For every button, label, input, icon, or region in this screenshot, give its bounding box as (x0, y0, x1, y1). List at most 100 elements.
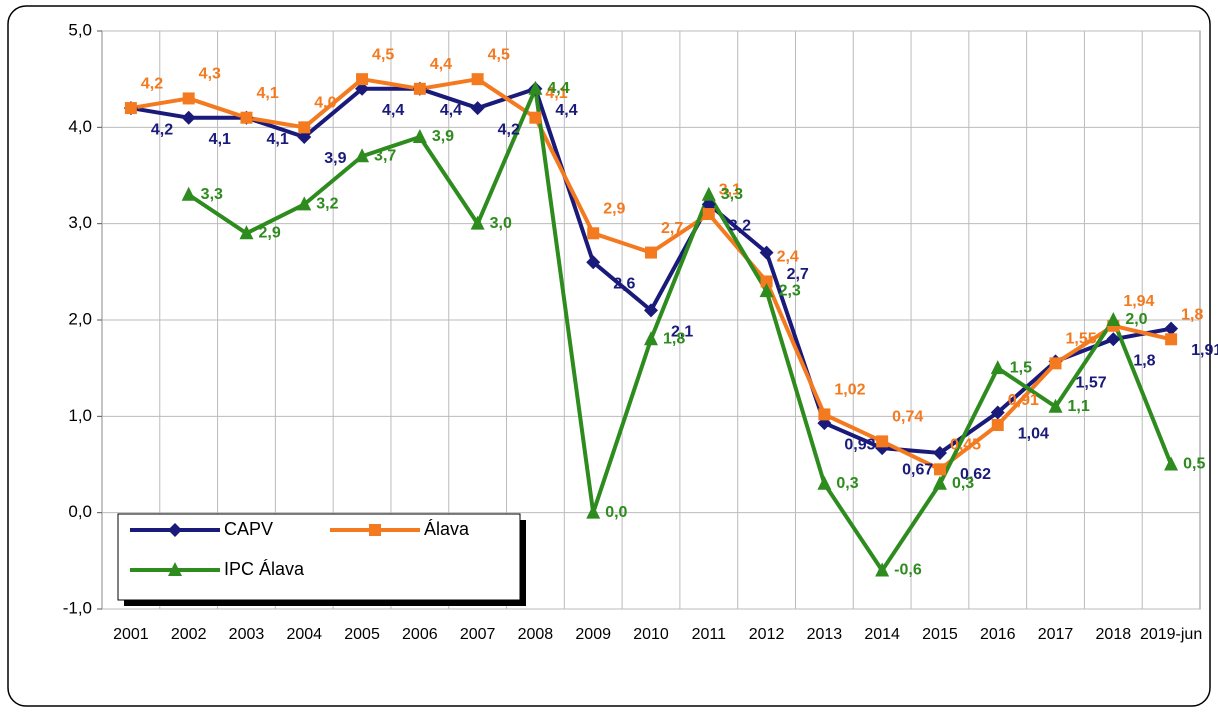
y-tick-label: 2,0 (68, 309, 92, 328)
data-label: 0,91 (1008, 392, 1039, 409)
data-label: 0,5 (1183, 456, 1205, 473)
data-label: 4,1 (266, 131, 288, 148)
marker (168, 562, 182, 576)
marker (182, 92, 195, 105)
data-label: 1,5 (1010, 359, 1032, 376)
x-tick-label: 2009 (575, 626, 611, 643)
marker (1049, 357, 1062, 370)
data-label: 4,0 (314, 95, 336, 112)
data-label: 4,1 (545, 85, 567, 102)
marker (587, 227, 600, 240)
data-label: 2,9 (603, 201, 625, 218)
marker (1164, 456, 1179, 471)
marker (875, 562, 890, 577)
x-tick-label: 2010 (633, 626, 669, 643)
x-tick-label: 2019-jun (1140, 626, 1202, 643)
marker (644, 303, 658, 318)
marker (586, 255, 601, 270)
data-label: 3,0 (490, 215, 512, 232)
x-tick-label: 2013 (807, 626, 843, 643)
x-tick-label: 2012 (749, 626, 785, 643)
marker (412, 128, 427, 143)
data-label: 0,45 (950, 437, 981, 454)
x-tick-label: 2004 (286, 626, 322, 643)
data-label: 3,3 (721, 186, 743, 203)
x-tick-label: 2011 (692, 626, 727, 643)
data-label: 4,4 (547, 80, 569, 97)
data-label: 4,3 (199, 66, 221, 83)
data-label: 4,4 (430, 56, 452, 73)
x-tick-label: 2007 (460, 626, 496, 643)
marker (297, 196, 312, 211)
data-label: 3,1 (719, 181, 741, 198)
marker (181, 110, 196, 125)
data-label: 1,91 (1191, 342, 1218, 359)
x-tick-label: 2006 (402, 626, 438, 643)
data-label: 1,57 (1076, 375, 1107, 392)
x-tick-label: 2016 (980, 626, 1016, 643)
data-label: 1,8 (663, 330, 685, 347)
y-tick-label: 4,0 (68, 117, 92, 136)
data-label: 3,3 (201, 186, 223, 203)
marker (356, 73, 369, 86)
marker (168, 523, 182, 537)
marker (644, 331, 658, 346)
marker (297, 129, 312, 144)
data-label: 1,8 (1133, 352, 1155, 369)
marker (528, 80, 543, 95)
data-label: 4,5 (488, 46, 510, 63)
data-label: 4,1 (209, 131, 231, 148)
data-label: 3,9 (324, 150, 346, 167)
marker (529, 111, 542, 124)
marker (369, 524, 381, 536)
marker (239, 225, 254, 240)
data-label: 4,4 (555, 102, 577, 119)
marker (240, 111, 253, 124)
marker (760, 275, 773, 288)
y-tick-label: 0,0 (68, 502, 92, 521)
marker (932, 475, 947, 490)
legend-label: Álava (424, 519, 470, 539)
marker (701, 197, 716, 212)
marker (471, 73, 484, 86)
data-label: 1,1 (1068, 398, 1090, 415)
data-label: 0,62 (960, 466, 991, 483)
marker (876, 435, 889, 448)
marker (124, 102, 137, 115)
x-tick-label: 2018 (1096, 626, 1132, 643)
data-label: 0,0 (605, 504, 627, 521)
data-label: 2,9 (258, 225, 280, 242)
data-label: 1,55 (1066, 331, 1097, 348)
marker (355, 148, 370, 163)
data-label: 4,4 (440, 102, 462, 119)
y-tick-label: 5,0 (68, 20, 92, 39)
data-label: 3,2 (729, 218, 751, 235)
data-label: 0,74 (892, 409, 923, 426)
marker (759, 245, 774, 260)
marker (759, 283, 774, 298)
data-label: 3,7 (374, 147, 396, 164)
data-label: -0,6 (894, 562, 922, 579)
data-label: 4,4 (382, 102, 404, 119)
marker (818, 408, 831, 421)
data-label: 2,7 (661, 220, 683, 237)
marker (645, 246, 657, 259)
data-label: 3,2 (316, 196, 338, 213)
data-label: 0,3 (952, 475, 974, 492)
x-tick-label: 2014 (864, 626, 900, 643)
marker (355, 81, 370, 96)
y-tick-label: 1,0 (68, 406, 92, 425)
data-label: 2,4 (777, 249, 799, 266)
x-tick-label: 2005 (344, 626, 380, 643)
marker (990, 405, 1005, 420)
data-label: 0,67 (902, 461, 933, 478)
marker (181, 186, 196, 201)
data-label: 4,5 (372, 46, 394, 63)
marker (817, 475, 832, 490)
data-label: 2,7 (787, 266, 809, 283)
data-label: 4,1 (256, 85, 278, 102)
marker (701, 186, 716, 201)
data-label: 4,2 (141, 75, 163, 92)
legend: CAPV Álava IPC Álava (117, 513, 526, 606)
